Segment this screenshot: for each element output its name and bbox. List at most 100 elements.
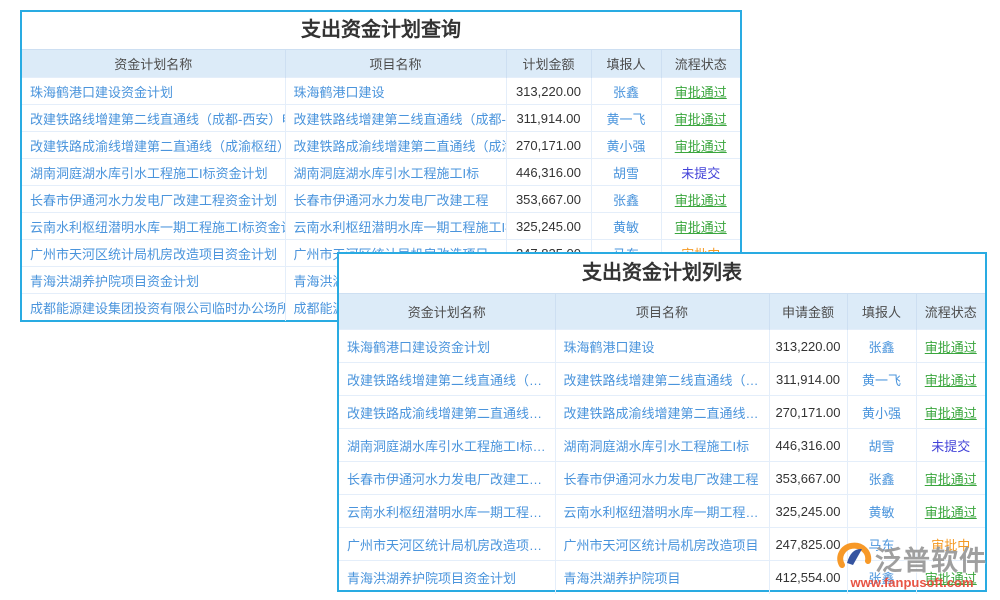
amount-cell: 270,171.00 — [506, 131, 592, 159]
amount-cell: 313,220.00 — [769, 329, 848, 363]
column-header-reporter: 填报人 — [591, 49, 662, 78]
amount-cell: 446,316.00 — [769, 428, 848, 462]
plan-name-cell[interactable]: 珠海鹤港口建设资金计划 — [22, 77, 286, 105]
project-name-cell[interactable]: 湖南洞庭湖水库引水工程施工I标 — [285, 158, 507, 186]
project-name-cell[interactable]: 湖南洞庭湖水库引水工程施工I标 — [555, 428, 770, 462]
column-header-project-name: 项目名称 — [555, 293, 770, 330]
status-badge[interactable]: 审批通过 — [674, 219, 727, 235]
column-header-plan-amount: 计划金额 — [506, 49, 592, 78]
amount-cell: 325,245.00 — [769, 494, 848, 528]
amount-cell: 446,316.00 — [506, 158, 592, 186]
fund-plan-list-window: 支出资金计划列表 资金计划名称 项目名称 申请金额 填报人 流程状态 珠海鹤港口… — [337, 252, 987, 594]
column-header-reporter: 填报人 — [847, 293, 917, 330]
project-name-cell[interactable]: 改建铁路线增建第二线直通线（成都-西安 — [285, 104, 507, 132]
amount-cell: 412,554.00 — [769, 560, 848, 594]
project-name-cell[interactable]: 长春市伊通河水力发电厂改建工程 — [555, 461, 770, 495]
plan-name-cell[interactable]: 改建铁路线增建第二线直通线（成都-西安）电力 — [339, 362, 556, 396]
project-name-cell[interactable]: 云南水利枢纽潜明水库一期工程施工... — [555, 494, 770, 528]
project-name-cell[interactable]: 改建铁路成渝线增建第二直通线（成渝枢纽 — [285, 131, 507, 159]
plan-name-cell[interactable]: 云南水利枢纽潜明水库一期工程施工I标资金计划 — [22, 212, 286, 240]
reporter-cell[interactable]: 张鑫 — [847, 329, 917, 363]
table-row: 广州市天河区统计局机房改造项目资金计划 广州市天河区统计局机房改造项目 247,… — [339, 527, 985, 561]
status-badge[interactable]: 未提交 — [681, 165, 721, 181]
reporter-cell[interactable]: 黄一飞 — [847, 362, 917, 396]
plan-name-cell[interactable]: 云南水利枢纽潜明水库一期工程施工I标资金计划 — [339, 494, 556, 528]
reporter-cell[interactable]: 张鑫 — [847, 560, 917, 594]
project-name-cell[interactable]: 云南水利枢纽潜明水库一期工程施工I标 — [285, 212, 507, 240]
table-row: 改建铁路线增建第二线直通线（成都-西安）电力 改建铁路线增建第二线直通线（成都-… — [339, 362, 985, 396]
status-badge[interactable]: 审批通过 — [674, 111, 727, 127]
list-window-title: 支出资金计划列表 — [339, 254, 985, 293]
plan-name-cell[interactable]: 珠海鹤港口建设资金计划 — [339, 329, 556, 363]
status-badge[interactable]: 审批通过 — [674, 192, 727, 208]
column-header-plan-name: 资金计划名称 — [22, 49, 286, 78]
table-row: 改建铁路成渝线增建第二直通线（成渝枢纽）电 改建铁路成渝线增建第二直通线（成渝枢… — [339, 395, 985, 429]
plan-name-cell[interactable]: 广州市天河区统计局机房改造项目资金计划 — [22, 239, 286, 267]
amount-cell: 311,914.00 — [506, 104, 592, 132]
amount-cell: 270,171.00 — [769, 395, 848, 429]
reporter-cell[interactable]: 胡雪 — [847, 428, 917, 462]
table-row: 湖南洞庭湖水库引水工程施工I标资金计划 湖南洞庭湖水库引水工程施工I标 446,… — [339, 428, 985, 462]
status-badge[interactable]: 审批通过 — [924, 471, 977, 487]
plan-name-cell[interactable]: 改建铁路线增建第二线直通线（成都-西安）电力 — [22, 104, 286, 132]
table-row: 湖南洞庭湖水库引水工程施工I标资金计划 湖南洞庭湖水库引水工程施工I标 446,… — [22, 158, 740, 186]
reporter-cell[interactable]: 马东 — [847, 527, 917, 561]
table-row: 珠海鹤港口建设资金计划 珠海鹤港口建设 313,220.00 张鑫 审批通过 — [339, 329, 985, 363]
plan-name-cell[interactable]: 改建铁路成渝线增建第二直通线（成渝枢纽）电 — [339, 395, 556, 429]
status-badge[interactable]: 审批中 — [931, 537, 971, 553]
plan-name-cell[interactable]: 青海洪湖养护院项目资金计划 — [339, 560, 556, 594]
reporter-cell[interactable]: 黄敏 — [591, 212, 662, 240]
amount-cell: 311,914.00 — [769, 362, 848, 396]
project-name-cell[interactable]: 改建铁路成渝线增建第二直通线（成渝枢纽 — [555, 395, 770, 429]
plan-name-cell[interactable]: 湖南洞庭湖水库引水工程施工I标资金计划 — [22, 158, 286, 186]
table-row: 青海洪湖养护院项目资金计划 青海洪湖养护院项目 412,554.00 张鑫 审批… — [339, 560, 985, 594]
reporter-cell[interactable]: 胡雪 — [591, 158, 662, 186]
status-badge[interactable]: 审批通过 — [924, 570, 977, 586]
plan-name-cell[interactable]: 长春市伊通河水力发电厂改建工程资金计划 — [22, 185, 286, 213]
column-header-apply-amount: 申请金额 — [769, 293, 848, 330]
amount-cell: 353,667.00 — [506, 185, 592, 213]
plan-name-cell[interactable]: 广州市天河区统计局机房改造项目资金计划 — [339, 527, 556, 561]
reporter-cell[interactable]: 黄小强 — [847, 395, 917, 429]
amount-cell: 325,245.00 — [506, 212, 592, 240]
list-plans-table: 资金计划名称 项目名称 申请金额 填报人 流程状态 珠海鹤港口建设资金计划 珠海… — [339, 293, 985, 594]
status-badge[interactable]: 审批通过 — [924, 504, 977, 520]
column-header-plan-name: 资金计划名称 — [339, 293, 556, 330]
status-badge[interactable]: 审批通过 — [674, 84, 727, 100]
status-badge[interactable]: 审批通过 — [674, 138, 727, 154]
column-header-flow-status: 流程状态 — [661, 49, 740, 78]
table-row: 珠海鹤港口建设资金计划 珠海鹤港口建设 313,220.00 张鑫 审批通过 — [22, 77, 740, 105]
amount-cell: 247,825.00 — [769, 527, 848, 561]
reporter-cell[interactable]: 黄一飞 — [591, 104, 662, 132]
reporter-cell[interactable]: 黄小强 — [591, 131, 662, 159]
plan-name-cell[interactable]: 成都能源建设集团投资有限公司临时办公场所装 — [22, 293, 286, 321]
amount-cell: 353,667.00 — [769, 461, 848, 495]
column-header-flow-status: 流程状态 — [916, 293, 985, 330]
project-name-cell[interactable]: 广州市天河区统计局机房改造项目 — [555, 527, 770, 561]
plan-name-cell[interactable]: 改建铁路成渝线增建第二直通线（成渝枢纽）电 — [22, 131, 286, 159]
reporter-cell[interactable]: 黄敏 — [847, 494, 917, 528]
plan-name-cell[interactable]: 长春市伊通河水力发电厂改建工程资金计划 — [339, 461, 556, 495]
status-badge[interactable]: 审批通过 — [924, 339, 977, 355]
column-header-project-name: 项目名称 — [285, 49, 507, 78]
project-name-cell[interactable]: 改建铁路线增建第二线直通线（成都-西安 — [555, 362, 770, 396]
project-name-cell[interactable]: 青海洪湖养护院项目 — [555, 560, 770, 594]
amount-cell: 313,220.00 — [506, 77, 592, 105]
list-header-row: 资金计划名称 项目名称 申请金额 填报人 流程状态 — [339, 293, 985, 330]
status-badge[interactable]: 未提交 — [931, 438, 971, 454]
table-row: 长春市伊通河水力发电厂改建工程资金计划 长春市伊通河水力发电厂改建工程 353,… — [22, 185, 740, 213]
reporter-cell[interactable]: 张鑫 — [591, 77, 662, 105]
query-window-title: 支出资金计划查询 — [22, 12, 740, 49]
status-badge[interactable]: 审批通过 — [924, 405, 977, 421]
reporter-cell[interactable]: 张鑫 — [847, 461, 917, 495]
plan-name-cell[interactable]: 青海洪湖养护院项目资金计划 — [22, 266, 286, 294]
status-badge[interactable]: 审批通过 — [924, 372, 977, 388]
project-name-cell[interactable]: 珠海鹤港口建设 — [285, 77, 507, 105]
reporter-cell[interactable]: 张鑫 — [591, 185, 662, 213]
project-name-cell[interactable]: 珠海鹤港口建设 — [555, 329, 770, 363]
table-row: 云南水利枢纽潜明水库一期工程施工I标资金计划 云南水利枢纽潜明水库一期工程施工.… — [339, 494, 985, 528]
plan-name-cell[interactable]: 湖南洞庭湖水库引水工程施工I标资金计划 — [339, 428, 556, 462]
query-header-row: 资金计划名称 项目名称 计划金额 填报人 流程状态 — [22, 49, 740, 78]
table-row: 改建铁路线增建第二线直通线（成都-西安）电力 改建铁路线增建第二线直通线（成都-… — [22, 104, 740, 132]
project-name-cell[interactable]: 长春市伊通河水力发电厂改建工程 — [285, 185, 507, 213]
